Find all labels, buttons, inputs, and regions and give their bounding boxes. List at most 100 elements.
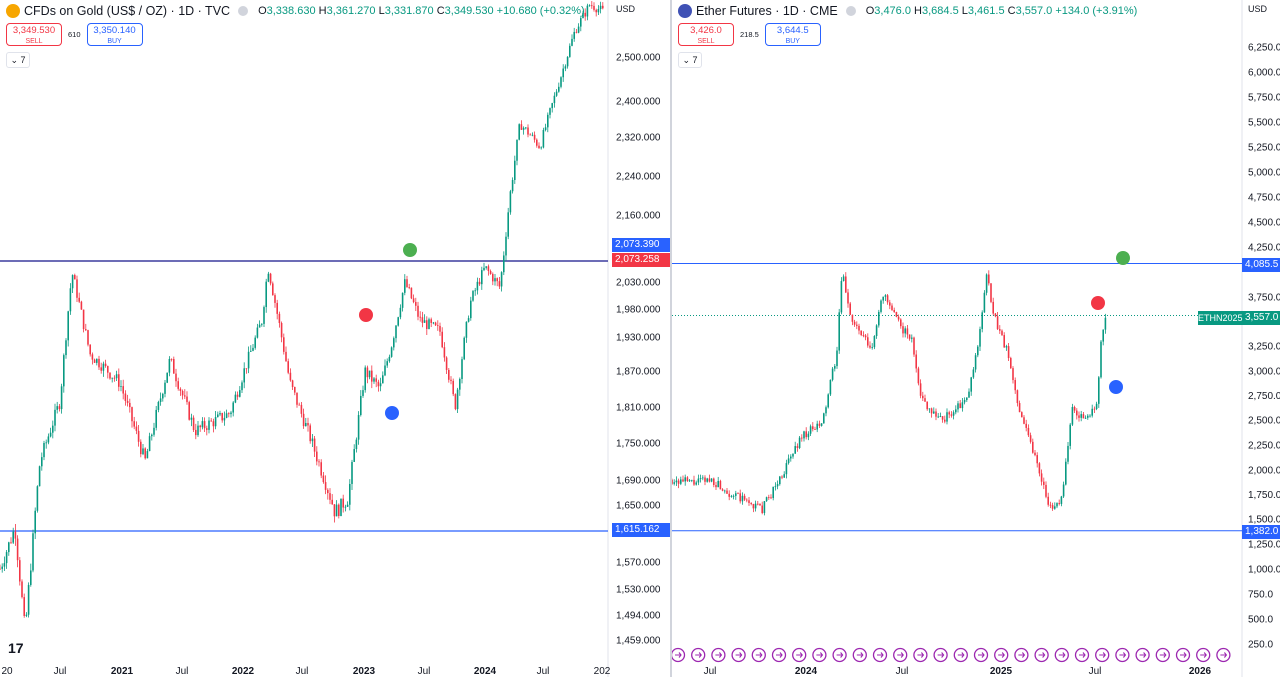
rollover-arrow-icon bbox=[877, 652, 884, 658]
gold-candle-body bbox=[399, 307, 402, 318]
gold-candle-body bbox=[212, 421, 215, 427]
ether-candle-body bbox=[787, 458, 790, 464]
price-tick-label: 1,570.000 bbox=[616, 558, 661, 569]
ether-candle-body bbox=[992, 301, 994, 314]
ether-candle-body bbox=[693, 479, 695, 485]
ether-candle-body bbox=[922, 395, 924, 399]
gold-candle-body bbox=[159, 398, 162, 402]
ether-chart-pane[interactable]: 6,250.0 6,000.0 5,750.0 5,500.0 5,250.0 5,000… bbox=[672, 0, 1280, 677]
gold-candle-body bbox=[96, 358, 98, 363]
ether-candle-body bbox=[1089, 415, 1091, 417]
gold-candle-body bbox=[364, 367, 366, 391]
ether-candle-body bbox=[1069, 424, 1071, 446]
gold-candle-body bbox=[252, 347, 254, 351]
ether-candle-body bbox=[1049, 504, 1052, 506]
gold-candle-body bbox=[470, 300, 472, 319]
time-tick-label: 20 bbox=[1, 666, 13, 677]
gold-candle-body bbox=[432, 322, 435, 324]
buy-button[interactable]: 3,644.5 BUY bbox=[764, 23, 821, 46]
gold-chart-canvas[interactable]: 2,500.000 2,400.000 2,320.000 2,240.000 2,16… bbox=[0, 0, 670, 677]
ether-candle-body bbox=[783, 474, 785, 478]
ether-candle-body bbox=[875, 325, 878, 337]
gold-candle-body bbox=[0, 568, 1, 570]
gold-candle-body bbox=[496, 278, 498, 282]
gold-candle-body bbox=[459, 378, 461, 390]
eye-icon[interactable] bbox=[238, 6, 249, 16]
ether-candle-body bbox=[1005, 346, 1008, 348]
indicators-collapse-button[interactable]: ⌄ 7 bbox=[6, 52, 30, 68]
gold-symbol-title[interactable]: CFDs on Gold (US$ / OZ) · 1D · TVC bbox=[24, 4, 231, 18]
ether-candle-body bbox=[871, 347, 873, 348]
ether-candle-body bbox=[851, 314, 854, 322]
ether-candle-body bbox=[790, 456, 792, 459]
gold-candle-body bbox=[34, 510, 36, 534]
gold-candle-body bbox=[261, 323, 263, 325]
gold-candle-body bbox=[186, 396, 188, 403]
buy-button[interactable]: 3,350.140 BUY bbox=[86, 23, 143, 46]
time-tick-label: 2026 bbox=[1189, 666, 1212, 677]
gold-candle-body bbox=[586, 5, 589, 17]
pane-divider[interactable] bbox=[670, 0, 672, 677]
gold-candle-body bbox=[164, 382, 166, 394]
price-tick-label: 2,250.0 bbox=[1248, 441, 1280, 452]
ether-candle-body bbox=[713, 478, 715, 485]
gold-candle-body bbox=[54, 409, 56, 426]
gold-candle-body bbox=[232, 402, 234, 413]
gold-chart-pane[interactable]: 2,500.000 2,400.000 2,320.000 2,240.000 2,16… bbox=[0, 0, 670, 677]
gold-candle-body bbox=[410, 287, 413, 299]
gold-candle-body bbox=[148, 436, 151, 452]
gold-candle-body bbox=[265, 281, 267, 308]
gold-candle-body bbox=[228, 413, 230, 415]
gold-candle-body bbox=[373, 378, 375, 382]
gold-candle-body bbox=[144, 448, 146, 459]
tradingview-logo[interactable]: 17 bbox=[8, 640, 24, 656]
gold-candle-body bbox=[324, 482, 327, 490]
gold-candle-body bbox=[454, 394, 457, 410]
rollover-arrow-icon bbox=[1139, 652, 1147, 658]
ether-candle-body bbox=[763, 501, 766, 514]
gold-candle-body bbox=[175, 373, 177, 382]
gold-candle-body bbox=[518, 124, 520, 140]
gold-candle-body bbox=[203, 421, 206, 429]
ether-candle-body bbox=[968, 391, 970, 398]
gold-candle-body bbox=[3, 563, 6, 567]
eye-icon[interactable] bbox=[845, 6, 856, 16]
sell-button[interactable]: 3,349.530 SELL bbox=[6, 23, 62, 46]
indicators-collapse-button[interactable]: ⌄ 7 bbox=[678, 52, 702, 68]
gold-candle-body bbox=[318, 461, 320, 463]
gold-trade-buttons: 3,349.530 SELL 610 3,350.140 BUY bbox=[6, 23, 143, 46]
ether-chart-canvas[interactable]: 6,250.0 6,000.0 5,750.0 5,500.0 5,250.0 5,000… bbox=[672, 0, 1280, 677]
gold-candle-body bbox=[102, 363, 105, 371]
gold-candle-body bbox=[82, 309, 85, 330]
ether-candle-body bbox=[884, 295, 887, 297]
gold-candle-body bbox=[98, 358, 100, 368]
ether-candle-body bbox=[748, 500, 750, 503]
currency-label[interactable]: USD bbox=[616, 4, 636, 14]
gold-candle-body bbox=[179, 388, 182, 391]
gold-candle-body bbox=[562, 68, 564, 78]
gold-candle-body bbox=[71, 275, 74, 289]
gold-candle-body bbox=[441, 331, 443, 348]
ether-candle-body bbox=[882, 296, 884, 301]
gold-candle-body bbox=[245, 368, 248, 370]
ether-symbol-title[interactable]: Ether Futures · 1D · CME bbox=[696, 4, 838, 18]
gold-candle-body bbox=[404, 279, 406, 293]
gold-candle-body bbox=[16, 538, 19, 561]
gold-candle-body bbox=[58, 406, 61, 410]
ether-candle-body bbox=[1078, 415, 1080, 418]
gold-candle-body bbox=[36, 486, 39, 511]
price-tick-label: 1,250.0 bbox=[1248, 540, 1280, 551]
sell-button[interactable]: 3,426.0 SELL bbox=[678, 23, 734, 46]
ether-candle-body bbox=[930, 408, 933, 414]
ether-candle-body bbox=[776, 484, 779, 487]
gold-candle-body bbox=[25, 614, 28, 616]
ether-candle-body bbox=[1073, 407, 1076, 411]
ether-candle-body bbox=[1067, 445, 1069, 462]
currency-label[interactable]: USD bbox=[1248, 4, 1268, 14]
ether-candle-body bbox=[816, 423, 818, 430]
gold-candle-body bbox=[331, 499, 333, 505]
gold-candle-body bbox=[536, 139, 538, 146]
ether-candle-body bbox=[704, 477, 706, 482]
gold-candle-body bbox=[45, 442, 47, 444]
gold-candle-body bbox=[353, 449, 355, 462]
